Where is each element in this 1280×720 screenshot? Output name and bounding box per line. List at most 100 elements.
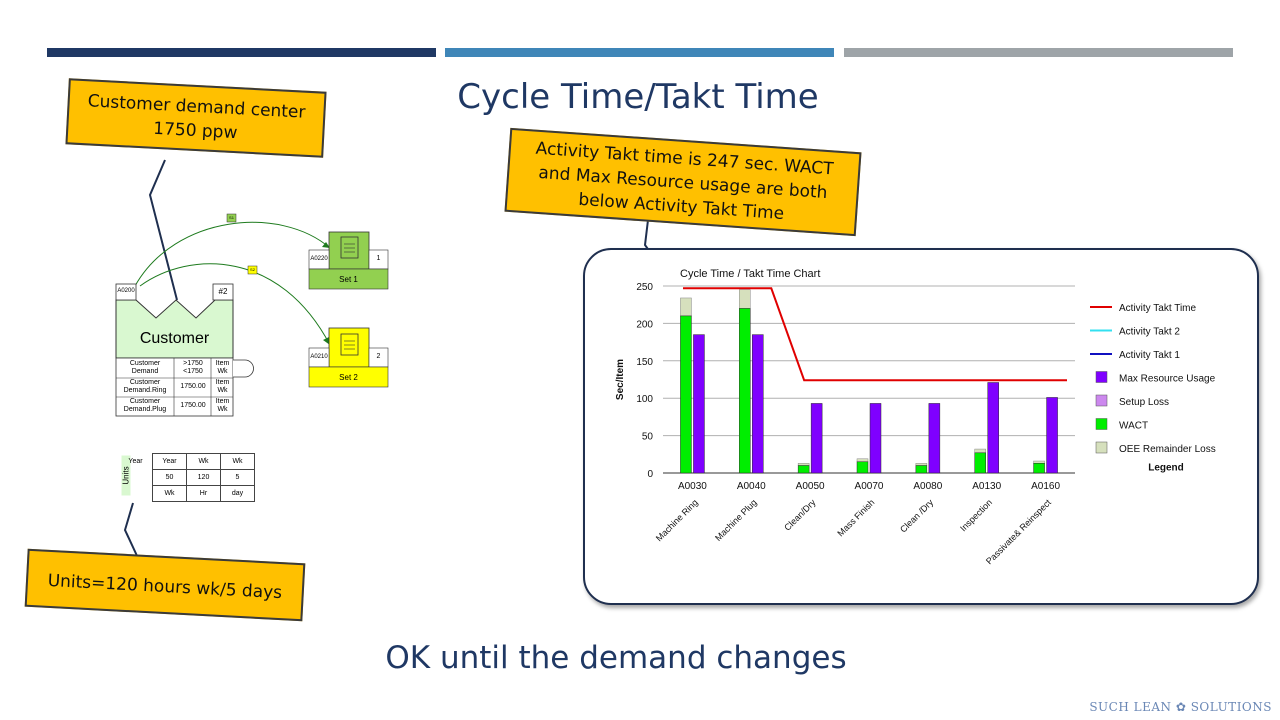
category-name-label: Mass Finish bbox=[835, 497, 876, 538]
legend-label: Activity Takt 2 bbox=[1119, 327, 1180, 338]
flag-s1 bbox=[226, 213, 237, 223]
units-cell: Wk bbox=[152, 485, 187, 502]
bar-oee-remainder bbox=[1033, 460, 1045, 464]
category-name-label: Clean/Dry bbox=[782, 497, 818, 533]
units-cell: day bbox=[220, 485, 255, 502]
bar-max-resource bbox=[1046, 397, 1058, 474]
units-cell: Wk bbox=[186, 453, 221, 470]
units-cell: Year bbox=[152, 453, 187, 470]
vsm-row-1-value: >1750 <1750 bbox=[183, 360, 203, 375]
set1-id: A0220 bbox=[310, 256, 328, 262]
units-cell: 120 bbox=[186, 469, 221, 486]
bar-wact bbox=[680, 315, 692, 474]
legend-swatch bbox=[1095, 418, 1108, 430]
flow-arrow-set2 bbox=[139, 263, 331, 346]
flag-s2 bbox=[247, 265, 258, 275]
category-name-label: Machine Plug bbox=[713, 497, 759, 543]
bar-max-resource bbox=[752, 334, 764, 474]
y-tick-label: 50 bbox=[642, 432, 654, 443]
bar-wact bbox=[739, 308, 751, 474]
bar-wact bbox=[797, 465, 810, 474]
callout-customer-demand: Customer demand center 1750 ppw bbox=[65, 78, 327, 158]
document-icon bbox=[340, 333, 359, 356]
bar-wact bbox=[974, 452, 986, 474]
vsm-row-3-unit: Item Wk bbox=[215, 398, 230, 413]
x-tick-label: A0080 bbox=[913, 481, 942, 492]
customer-label: Customer bbox=[139, 330, 210, 347]
flow-arrow-set1 bbox=[134, 221, 331, 287]
document-icon bbox=[340, 236, 359, 259]
chart-title: Cycle Time / Takt Time Chart bbox=[680, 268, 820, 280]
flag-s2-label: S2 bbox=[250, 267, 255, 272]
vsm-row-3-value: 1750.00 bbox=[180, 402, 206, 409]
bar-oee-remainder bbox=[680, 297, 692, 317]
y-tick-label: 200 bbox=[636, 319, 653, 330]
legend-label: Max Resource Usage bbox=[1119, 374, 1216, 385]
legend-label: Setup Loss bbox=[1119, 397, 1169, 408]
header-bar-blue bbox=[445, 48, 834, 57]
bar-max-resource bbox=[693, 334, 705, 474]
vsm-row-2-value: 1750.00 bbox=[180, 383, 206, 390]
set2-id: A0210 bbox=[310, 354, 328, 360]
legend-label: WACT bbox=[1119, 421, 1148, 432]
bar-oee-remainder bbox=[797, 463, 810, 466]
bar-max-resource bbox=[987, 382, 999, 474]
x-tick-label: A0070 bbox=[855, 481, 884, 492]
units-cell: Hr bbox=[186, 485, 221, 502]
vsm-row-3-name: Customer Demand.Plug bbox=[123, 398, 167, 413]
slide-title: Cycle Time/Takt Time bbox=[457, 77, 819, 117]
bar-max-resource bbox=[928, 403, 941, 474]
x-tick-label: A0040 bbox=[737, 481, 766, 492]
legend-label: Activity Takt Time bbox=[1119, 303, 1196, 314]
set1-num: 1 bbox=[376, 255, 381, 262]
x-tick-label: A0160 bbox=[1031, 481, 1060, 492]
x-tick-label: A0030 bbox=[678, 481, 707, 492]
category-name-label: Machine Ring bbox=[654, 497, 700, 543]
customer-id: A0200 bbox=[117, 288, 135, 294]
header-bar-dark bbox=[47, 48, 436, 57]
legend-label: OEE Remainder Loss bbox=[1119, 444, 1216, 455]
bar-oee-remainder bbox=[856, 458, 869, 463]
bar-oee-remainder bbox=[974, 448, 986, 454]
header-bar-gray bbox=[844, 48, 1233, 57]
category-name-label: Clean /Dry bbox=[898, 497, 935, 534]
bar-max-resource bbox=[810, 403, 823, 474]
units-cell: 5 bbox=[220, 469, 255, 486]
bar-wact bbox=[1033, 463, 1045, 474]
customer-shape bbox=[115, 299, 234, 359]
legend-label: Activity Takt 1 bbox=[1119, 350, 1180, 361]
bar-wact bbox=[856, 461, 869, 474]
units-cell: 50 bbox=[152, 469, 187, 486]
brand-logo: SUCH LEAN ✿ SOLUTIONS bbox=[1089, 700, 1272, 714]
x-tick-label: A0050 bbox=[796, 481, 825, 492]
vsm-row-2-name: Customer Demand.Ring bbox=[123, 379, 167, 394]
bar-wact bbox=[915, 465, 928, 474]
category-name-label: Inspection bbox=[958, 497, 994, 533]
chart-frame: Cycle Time / Takt Time Chart 0 50 100 150 200… bbox=[583, 248, 1259, 605]
customer-id-box bbox=[115, 283, 137, 301]
units-cell: Wk bbox=[220, 453, 255, 470]
y-tick-label: 150 bbox=[636, 357, 653, 368]
cycle-time-chart: Cycle Time / Takt Time Chart 0 50 100 150 200… bbox=[615, 268, 1216, 566]
x-tick-label: A0130 bbox=[972, 481, 1001, 492]
vsm-row-1-unit: Item Wk bbox=[215, 360, 230, 375]
slide-subtitle: OK until the demand changes bbox=[385, 640, 847, 676]
bar-oee-remainder bbox=[739, 289, 751, 309]
vsm-diagram bbox=[115, 213, 389, 417]
bar-max-resource bbox=[869, 403, 882, 474]
set2-num: 2 bbox=[376, 353, 381, 360]
vsm-row-1-name: Customer Demand bbox=[129, 360, 161, 375]
legend-swatch bbox=[1095, 371, 1108, 383]
set2-label: Set 2 bbox=[339, 373, 358, 382]
legend-swatch bbox=[1095, 441, 1108, 454]
takt-time-line bbox=[683, 287, 1067, 382]
legend-title: Legend bbox=[1148, 463, 1184, 474]
vsm-row-2-unit: Item Wk bbox=[215, 379, 230, 394]
customer-num-box bbox=[212, 283, 234, 301]
bar-oee-remainder bbox=[915, 463, 928, 466]
y-tick-label: 250 bbox=[636, 282, 653, 293]
y-tick-label: 0 bbox=[647, 469, 653, 480]
flag-s1-label: S1 bbox=[229, 215, 234, 220]
y-tick-label: 100 bbox=[636, 394, 653, 405]
set1-label: Set 1 bbox=[339, 275, 358, 284]
